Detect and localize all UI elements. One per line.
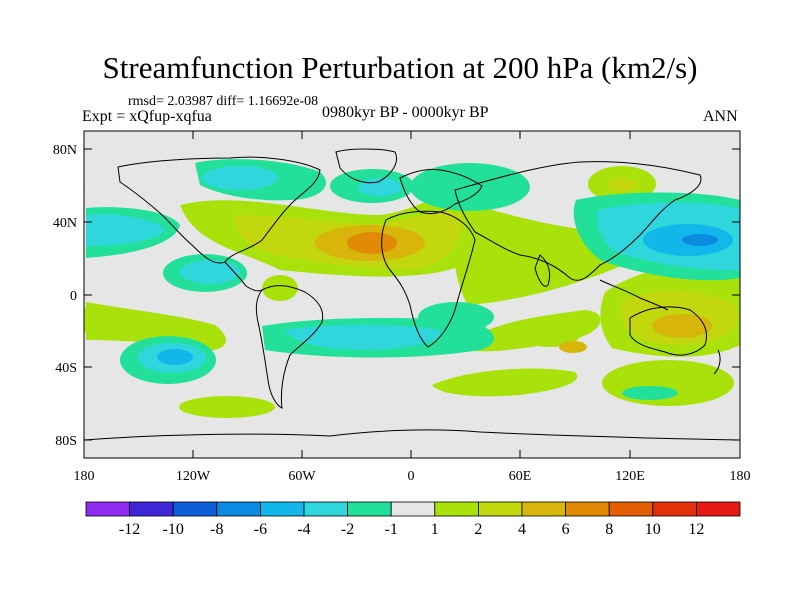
contour-north-pacific-deep-blue	[682, 234, 718, 246]
colorbar-swatch	[129, 501, 174, 517]
lat-label: 80N	[53, 143, 77, 158]
negative-contours-level4	[682, 234, 718, 246]
contour-australia-orange	[652, 314, 712, 338]
season-label: ANN	[703, 108, 738, 125]
contour-west-pacific-green	[84, 308, 100, 332]
colorbar-swatch	[608, 501, 654, 517]
lon-label: 0	[408, 469, 415, 484]
lon-label: 60W	[288, 469, 316, 484]
colorbar-swatch	[434, 501, 479, 517]
lon-label: 120E	[615, 469, 645, 484]
contour-south-ocean-green	[432, 368, 578, 397]
coast-central-america	[224, 261, 263, 292]
contour-indian-green	[452, 200, 634, 305]
lat-label: 40N	[53, 216, 77, 231]
contour-n-pacific-east-yellow	[607, 178, 637, 192]
colorbar: -12 -10 -8 -6 -4 -2 -1 1 2 4 6 8 10 12	[85, 501, 741, 538]
lon-label: 60E	[509, 469, 532, 484]
lon-label: 180	[730, 469, 751, 484]
contour-indian-teal	[418, 302, 494, 332]
contour-s-indian-green	[602, 360, 734, 406]
colorbar-swatch	[259, 501, 305, 517]
contour-s-america-band-cyan	[285, 324, 441, 350]
map-area	[84, 131, 740, 458]
colorbar-label: -1	[385, 521, 398, 538]
colorbar-swatch	[172, 501, 218, 517]
contour-s-pacific-green	[86, 302, 226, 351]
colorbar-swatch	[85, 501, 130, 517]
colorbar-label: 4	[518, 521, 526, 538]
coastlines	[84, 148, 740, 441]
colorbar-label: 2	[474, 521, 482, 538]
coast-new-zealand	[713, 349, 721, 375]
colorbar-label: -12	[119, 521, 140, 538]
colorbar-label: 10	[645, 521, 661, 538]
coast-greenland	[335, 148, 397, 184]
lat-label: 40S	[55, 361, 77, 376]
colorbar-swatch	[347, 501, 392, 517]
contour-caribbean-green	[262, 275, 298, 301]
contour-e-pacific-cyan	[180, 260, 240, 284]
contour-s-pacific-blue	[157, 349, 193, 365]
contour-n-america-cyan	[202, 166, 278, 190]
period-label: 0980kyr BP - 0000kyr BP	[322, 104, 489, 121]
colorbar-swatch	[216, 501, 261, 517]
contour-s-atlantic-orange	[559, 341, 587, 353]
colorbar-label: 8	[605, 521, 613, 538]
colorbar-swatch	[696, 501, 741, 517]
colorbar-swatch	[303, 501, 348, 517]
coast-asia	[454, 161, 702, 281]
rmsd-diff-stats: rmsd= 2.03987 diff= 1.16692e-08	[128, 94, 319, 109]
colorbar-swatch	[477, 501, 523, 517]
coast-australia	[629, 306, 707, 356]
contour-europe-teal	[410, 163, 530, 211]
coast-india	[534, 254, 551, 287]
coast-antarctica	[84, 429, 740, 441]
chart-title: Streamfunction Perturbation at 200 hPa (…	[102, 50, 698, 85]
contour-atlantic-dark-orange	[347, 232, 397, 254]
colorbar-label: 1	[431, 521, 439, 538]
experiment-label: Expt = xQfup-xqfua	[82, 108, 212, 125]
coast-north-america	[117, 156, 321, 264]
colorbar-label: -10	[163, 521, 184, 538]
contour-west-pacific-cyan	[86, 214, 165, 246]
coast-europe	[399, 169, 483, 215]
contour-west-australia-green	[520, 323, 580, 347]
colorbar-label: 6	[562, 521, 570, 538]
coast-africa	[381, 210, 476, 348]
colorbar-swatch	[652, 501, 697, 517]
lon-label: 120W	[176, 469, 211, 484]
colorbar-label: -6	[254, 521, 267, 538]
lon-labels: 180 120W 60W 0 60E 120E 180	[74, 469, 751, 484]
contour-s-pacific-east-green	[179, 396, 275, 418]
lat-label: 0	[70, 289, 77, 304]
colorbar-label: 12	[688, 521, 704, 538]
colorbar-swatch	[390, 501, 436, 517]
axis-ticks	[84, 131, 740, 458]
coast-south-america	[255, 285, 324, 409]
colorbar-label: -8	[210, 521, 223, 538]
lat-label: 80S	[55, 434, 77, 449]
colorbar-label: -4	[297, 521, 310, 538]
colorbar-label: -2	[341, 521, 354, 538]
colorbar-swatch	[565, 501, 610, 517]
colorbar-swatch	[521, 501, 566, 517]
lon-label: 180	[74, 469, 95, 484]
contour-s-indian-teal	[622, 386, 678, 400]
coast-se-asia-islands	[599, 279, 669, 311]
lat-labels: 80N 40N 0 40S 80S	[53, 143, 77, 449]
positive-contours-level4	[347, 232, 397, 254]
